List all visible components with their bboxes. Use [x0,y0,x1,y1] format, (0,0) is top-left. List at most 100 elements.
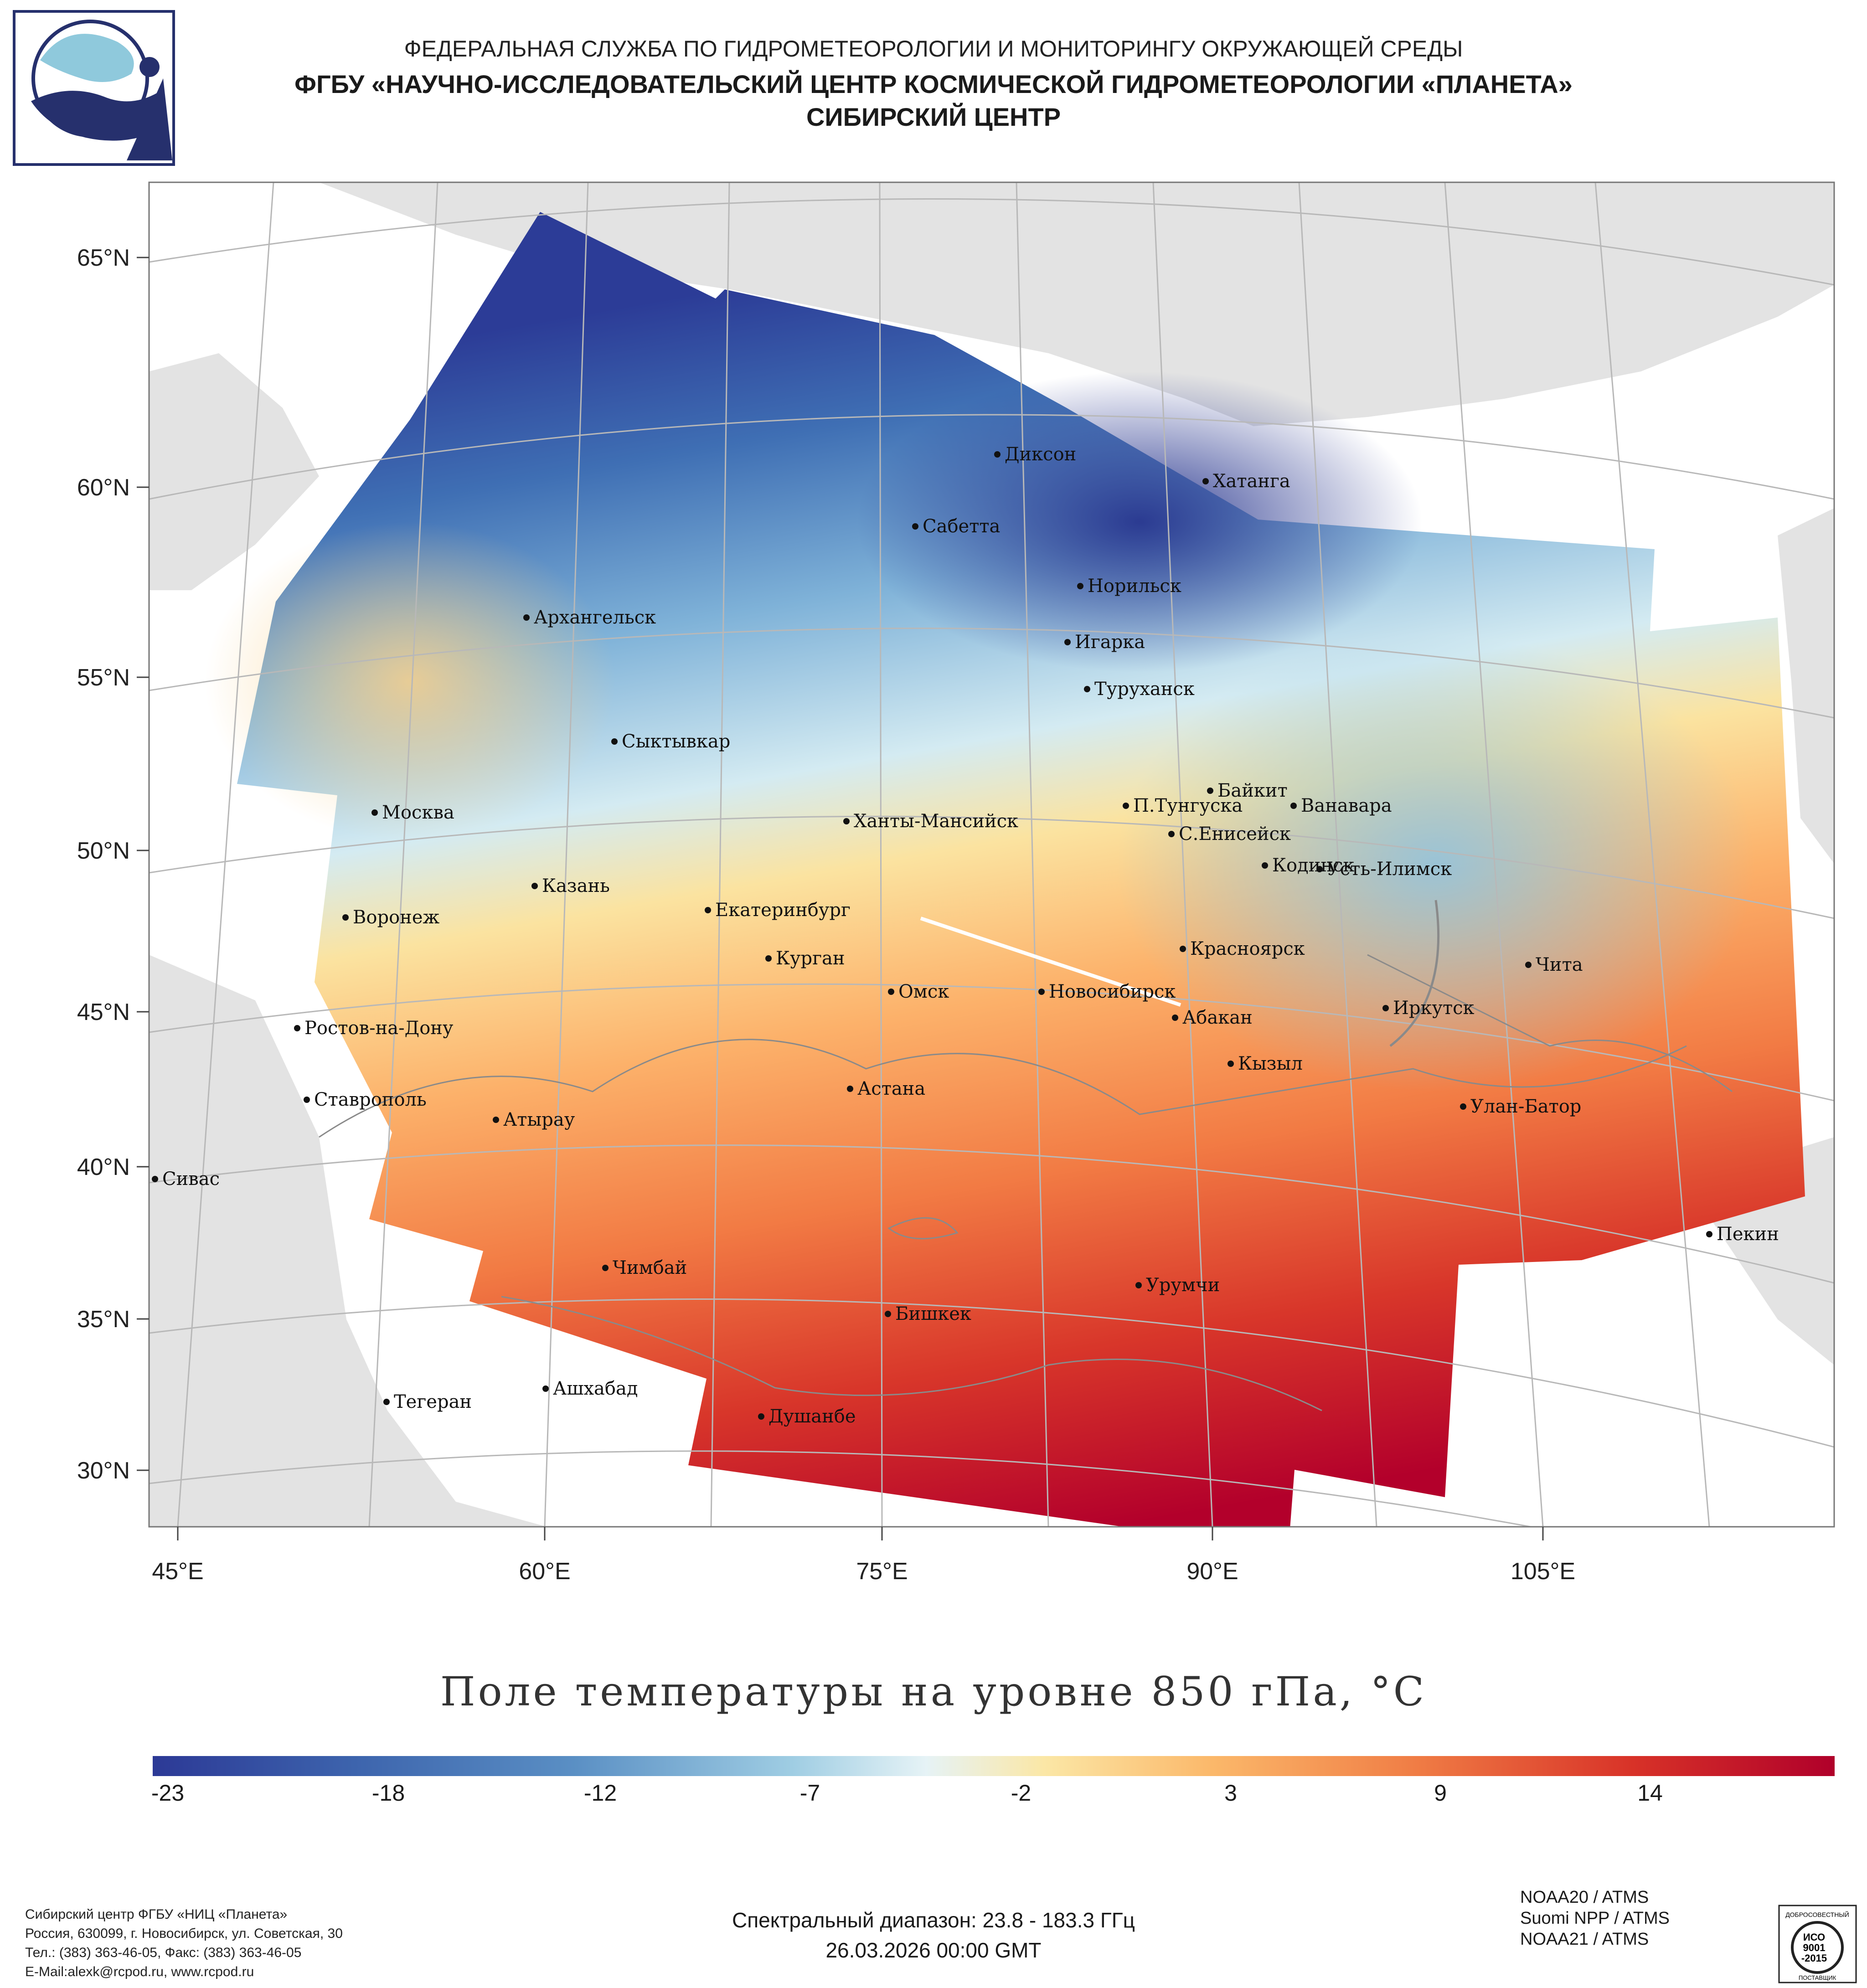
city-label: Урумчи [1146,1275,1220,1296]
lat-label-65: 65°N [77,245,130,271]
city-label: Новосибирск [1049,981,1176,1002]
city-dot [1227,1061,1234,1067]
city-dot [994,451,1001,458]
city-label: Байкит [1217,780,1288,801]
city-dot [1202,478,1209,484]
satellite-item: NOAA21 / ATMS [1520,1930,1649,1949]
lon-label-45: 45°E [152,1558,203,1585]
city-dot [1123,803,1129,809]
iso-badge-year: -2015 [1801,1952,1827,1964]
city-label: Тегеран [394,1391,472,1412]
city-dot [383,1399,390,1405]
colorbar-tick: -18 [371,1780,405,1806]
city-marker: Сабетта [912,516,1000,537]
city-marker: Иркутск [1382,998,1475,1019]
spectral-range: Спектральный диапазон: 23.8 - 183.3 ГГц [732,1908,1135,1932]
city-label: Душанбе [768,1406,856,1427]
city-label: Бишкек [895,1303,971,1324]
cool-area-baikal [1117,636,1755,1092]
city-label: Кызыл [1238,1053,1303,1074]
city-dot [912,523,918,530]
city-label: Улан-Батор [1470,1096,1581,1117]
city-marker: Диксон [994,444,1076,465]
city-dot [1180,946,1186,952]
city-marker: Ханты-Мансийск [843,811,1018,832]
city-marker: Красноярск [1180,938,1305,959]
lat-label-60: 60°N [77,474,130,501]
city-dot [493,1117,499,1123]
city-label: Ванавара [1301,795,1392,816]
city-label: Екатеринбург [715,900,851,921]
city-label: Пекин [1717,1224,1779,1245]
header-institute: ФГБУ «НАУЧНО-ИССЛЕДОВАТЕЛЬСКИЙ ЦЕНТР КОС… [294,70,1573,98]
southwest-land [149,955,547,1527]
lon-label-60: 60°E [519,1558,570,1585]
city-marker: Усть-Илимск [1316,859,1452,880]
city-marker: Туруханск [1084,679,1195,700]
colorbar-tick: 9 [1434,1780,1447,1806]
city-label: Омск [898,981,949,1002]
city-dot [1077,583,1083,589]
city-dot [765,955,772,962]
city-marker: Улан-Батор [1460,1096,1581,1117]
city-marker: П.Тунгуска [1123,795,1243,816]
iso-badge-num: 9001 [1803,1942,1826,1953]
footer-address: Россия, 630099, г. Новосибирск, ул. Сове… [25,1926,343,1941]
city-dot [1135,1282,1142,1288]
city-marker: Игарка [1064,632,1145,653]
city-marker: Омск [888,981,949,1002]
city-label: Туруханск [1094,679,1195,700]
city-marker: Ростов-на-Дону [294,1018,454,1039]
city-dot [304,1097,310,1103]
footer-org: Сибирский центр ФГБУ «НИЦ «Планета» [25,1907,288,1922]
city-dot [531,883,538,889]
iso-badge-top: ДОБРОСОВЕСТНЫЙ [1785,1911,1849,1918]
iso-badge: ДОБРОСОВЕСТНЫЙ ИСО 9001 -2015 ПОСТАВЩИК [1778,1905,1857,1983]
city-dot [1706,1231,1712,1237]
iso-badge-bottom: ПОСТАВЩИК [1799,1974,1836,1981]
city-marker: Тегеран [383,1391,472,1412]
city-dot [1084,686,1090,692]
city-marker: Сыктывкар [611,731,730,752]
city-label: Ханты-Мансийск [854,811,1018,832]
city-label: Атырау [503,1109,575,1130]
warm-area-west [205,522,615,841]
city-label: Ставрополь [314,1089,427,1110]
colorbar-tick: 14 [1637,1780,1663,1806]
colorbar-tick: -2 [1011,1780,1031,1806]
city-markers: Диксон Хатанга Сабетта Норильск Архангельск И… [152,444,1779,1427]
city-label: Кодинск [1272,855,1354,876]
city-dot [371,809,378,816]
city-label: Иркутск [1393,998,1475,1019]
city-label: Диксон [1005,444,1076,465]
city-label: Курган [776,948,845,969]
city-label: Сабетта [923,516,1000,537]
city-dot [294,1025,300,1031]
observation-datetime: 26.03.2026 00:00 GMT [825,1938,1042,1962]
city-marker: С.Енисейск [1168,824,1291,845]
satellite-item: NOAA20 / ATMS [1520,1888,1649,1907]
temperature-map: 65°N 60°N 55°N 50°N 45°N 40°N 35°N 30°N … [77,181,1835,1585]
east-land [1778,508,1834,864]
city-dot [1382,1005,1389,1011]
city-marker: Бишкек [885,1303,971,1324]
city-dot [152,1176,158,1182]
lon-label-75: 75°E [856,1558,908,1585]
city-dot [1316,866,1323,872]
city-label: Красноярск [1190,938,1305,959]
satellite-list: NOAA20 / ATMS Suomi NPP / ATMS NOAA21 / … [1520,1887,1670,1950]
lat-label-50: 50°N [77,838,130,864]
city-marker: Душанбе [758,1406,856,1427]
city-dot [1460,1103,1466,1110]
header-agency: ФЕДЕРАЛЬНАЯ СЛУЖБА ПО ГИДРОМЕТЕОРОЛОГИИ … [404,36,1463,62]
colorbar-tick: -23 [151,1780,185,1806]
city-dot [888,989,894,995]
city-dot [1290,803,1297,809]
footer-center: Спектральный диапазон: 23.8 - 183.3 ГГц … [0,1905,1867,1965]
city-dot [1064,639,1071,645]
chart-title: Поле температуры на уровне 850 гПа, °С [440,1668,1427,1715]
lat-label-45: 45°N [77,999,130,1025]
city-marker: Пекин [1706,1224,1779,1245]
city-label: Чита [1536,954,1583,975]
footer-contacts: Сибирский центр ФГБУ «НИЦ «Планета» Росс… [25,1905,343,1982]
